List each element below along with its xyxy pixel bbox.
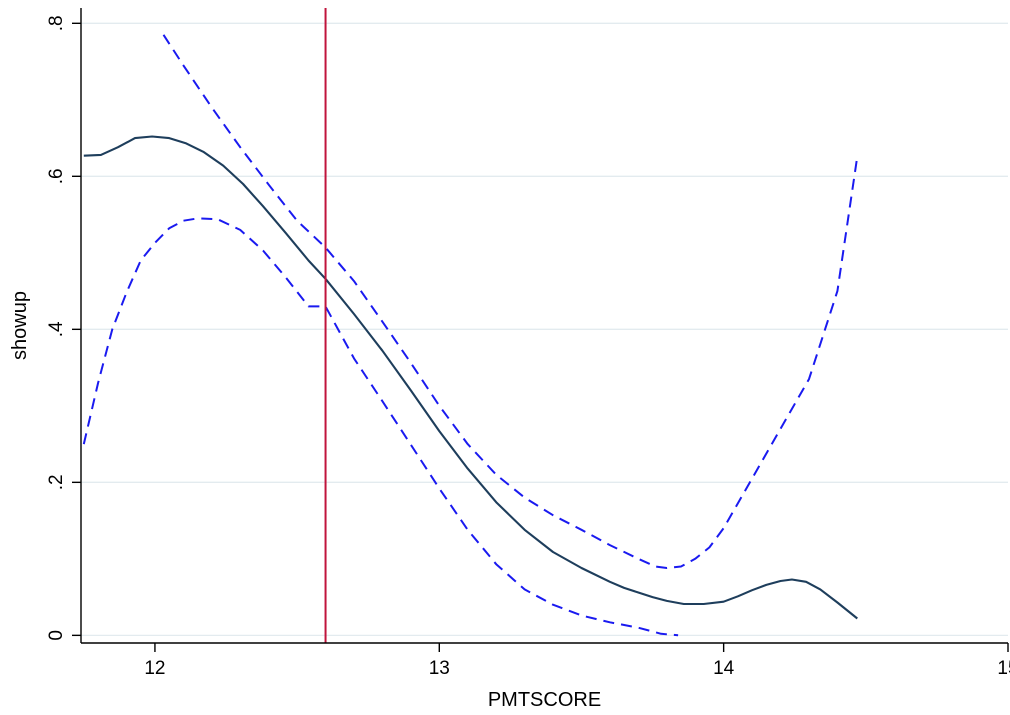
lower-ci-line xyxy=(82,217,679,637)
y-axis-title: showup xyxy=(9,291,31,360)
y-tick-label: .2 xyxy=(46,474,67,490)
series-group xyxy=(82,34,859,637)
x-tick-label: 13 xyxy=(429,658,450,679)
y-tick-label: 0 xyxy=(46,630,67,641)
x-axis-title: PMTSCORE xyxy=(488,689,601,711)
upper-ci-line xyxy=(162,34,859,569)
x-tick-label: 12 xyxy=(144,658,165,679)
y-tick-label: .4 xyxy=(46,321,67,337)
x-tick-label: 14 xyxy=(713,658,735,679)
fitted-line xyxy=(83,135,858,620)
ticks: 12 13 14 15 0 .2 .4 .6 .8 xyxy=(46,15,1010,679)
x-tick-label: 15 xyxy=(997,658,1010,679)
axes xyxy=(80,8,1008,644)
y-tick-label: .6 xyxy=(46,168,67,184)
y-tick-label: .8 xyxy=(46,15,67,31)
